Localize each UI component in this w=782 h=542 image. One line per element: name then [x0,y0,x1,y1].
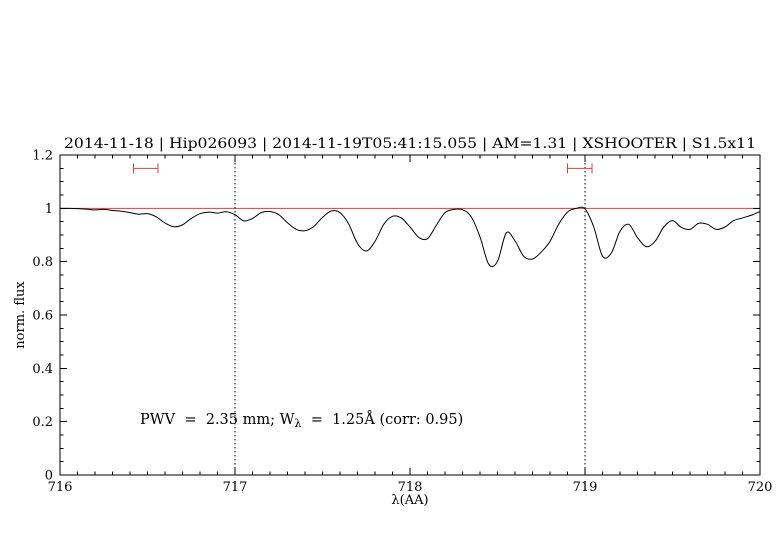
plot-title: 2014-11-18 | Hip026093 | 2014-11-19T05:4… [64,136,756,152]
pwv-annotation-suffix: = 1.25Å (corr: 0.95) [302,410,464,428]
pwv-annotation-subscript: λ [295,417,302,430]
y-tick-label: 1 [45,202,53,217]
y-tick-label: 0.4 [32,362,53,377]
y-tick-label: 0 [45,469,53,484]
y-axis-label: norm. flux [13,281,28,349]
y-tick-label: 1.2 [32,149,53,164]
x-axis-label: λ(AA) [391,493,428,508]
spectrum-line [59,206,761,268]
x-tick-label: 720 [748,480,773,495]
y-tick-label: 0.8 [32,255,53,270]
y-tick-labels: 0 0.2 0.4 0.6 0.8 1 1.2 [32,149,53,484]
plot-frame [59,154,761,476]
x-tick-label: 718 [398,480,423,495]
line-range-marker [133,163,159,174]
x-tick-label: 717 [223,480,248,495]
pwv-annotation-prefix: PWV = 2.35 mm; W [140,412,295,428]
x-tick-labels: 716 717 718 719 720 [48,480,773,495]
x-tick-label: 716 [48,480,73,495]
y-tick-label: 0.2 [32,415,53,430]
x-tick-label: 719 [573,480,598,495]
pwv-annotation: PWV = 2.35 mm; Wλ = 1.25Å (corr: 0.95) [140,410,463,430]
line-range-marker [567,163,593,174]
y-tick-label: 0.6 [32,309,53,324]
